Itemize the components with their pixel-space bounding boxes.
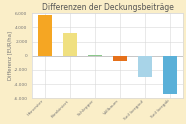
Bar	[113, 56, 127, 61]
Bar	[163, 56, 177, 94]
Bar	[63, 33, 77, 56]
Y-axis label: Differenz [EUR/ha]: Differenz [EUR/ha]	[7, 31, 12, 80]
Title: Differenzen der Deckungsbeiträge: Differenzen der Deckungsbeiträge	[41, 3, 173, 13]
Bar	[38, 15, 52, 56]
Bar	[138, 56, 152, 77]
Bar	[88, 55, 102, 56]
